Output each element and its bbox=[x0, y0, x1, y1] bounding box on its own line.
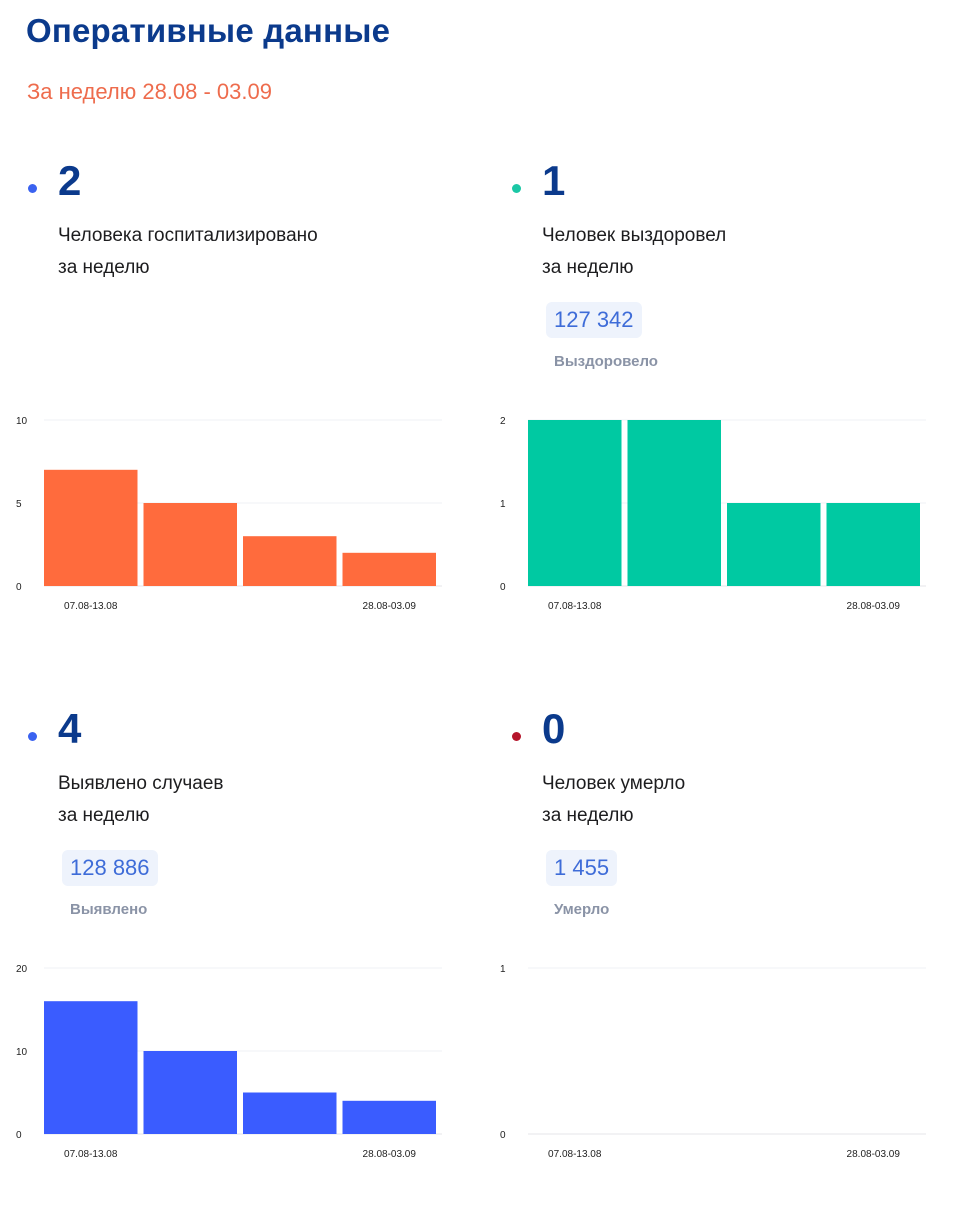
detected-x-tick-label: 07.08-13.08 bbox=[64, 1149, 118, 1160]
hospitalized-x-tick-label: 07.08-13.08 bbox=[64, 601, 118, 612]
recovered-dot bbox=[512, 184, 521, 193]
recovered-bar bbox=[627, 420, 721, 586]
died-dot bbox=[512, 732, 521, 741]
recovered-bar bbox=[528, 420, 622, 586]
detected-total-label: Выявлено bbox=[70, 901, 148, 918]
recovered-total: 127 342 bbox=[546, 302, 642, 339]
card-recovered: 1 Человек выздоровел за неделю 127 342 В… bbox=[500, 150, 968, 670]
recovered-chart: 0 1 2 07.08-13.08 28.08-03.09 bbox=[500, 416, 926, 612]
detected-bar bbox=[243, 1092, 337, 1134]
hospitalized-y-tick-label: 0 bbox=[16, 582, 22, 593]
recovered-x-tick-label: 28.08-03.09 bbox=[847, 601, 901, 612]
hospitalized-bar bbox=[44, 469, 138, 586]
detected-total: 128 886 bbox=[62, 850, 158, 887]
recovered-desc-line2: за неделю bbox=[542, 257, 634, 278]
hospitalized-bar bbox=[342, 552, 436, 586]
detected-desc-line2: за неделю bbox=[58, 805, 150, 826]
recovered-number: 1 bbox=[542, 157, 566, 204]
detected-bar bbox=[143, 1051, 237, 1134]
hospitalized-desc-line2: за неделю bbox=[58, 257, 150, 278]
recovered-x-tick-label: 07.08-13.08 bbox=[548, 601, 602, 612]
detected-desc-line1: Выявлено случаев bbox=[58, 773, 224, 794]
detected-chart: 0 10 20 07.08-13.08 28.08-03.09 bbox=[16, 964, 442, 1160]
detected-y-tick-label: 10 bbox=[16, 1047, 28, 1058]
hospitalized-y-tick-label: 5 bbox=[16, 499, 22, 510]
page-title: Оперативные данные bbox=[26, 12, 391, 49]
recovered-desc-line1: Человек выздоровел bbox=[542, 225, 727, 246]
hospitalized-bar bbox=[143, 503, 237, 586]
card-died: 0 Человек умерло за неделю 1 455 Умерло … bbox=[500, 698, 968, 1218]
died-chart: 0 1 07.08-13.08 28.08-03.09 bbox=[500, 964, 926, 1160]
card-hospitalized: 2 Человека госпитализировано за неделю 0… bbox=[16, 150, 484, 670]
hospitalized-dot bbox=[28, 184, 37, 193]
died-desc-line1: Человек умерло bbox=[542, 773, 686, 794]
detected-y-tick-label: 0 bbox=[16, 1130, 22, 1141]
recovered-y-tick-label: 2 bbox=[500, 416, 506, 427]
died-total: 1 455 bbox=[546, 850, 618, 887]
detected-y-tick-label: 20 bbox=[16, 964, 28, 975]
detected-dot bbox=[28, 732, 37, 741]
page-subtitle: За неделю 28.08 - 03.09 bbox=[27, 79, 272, 104]
card-detected: 4 Выявлено случаев за неделю 128 886 Выя… bbox=[16, 698, 484, 1218]
detected-bar bbox=[44, 1001, 138, 1134]
died-x-tick-label: 28.08-03.09 bbox=[847, 1149, 901, 1160]
recovered-bar bbox=[727, 503, 821, 586]
hospitalized-chart: 0 5 10 07.08-13.08 28.08-03.09 bbox=[16, 416, 442, 612]
detected-bar bbox=[342, 1100, 436, 1134]
died-y-tick-label: 0 bbox=[500, 1130, 506, 1141]
hospitalized-desc-line1: Человека госпитализировано bbox=[58, 225, 318, 246]
detected-x-tick-label: 28.08-03.09 bbox=[363, 1149, 417, 1160]
died-x-tick-label: 07.08-13.08 bbox=[548, 1149, 602, 1160]
recovered-total-label: Выздоровело bbox=[554, 353, 658, 370]
recovered-bar bbox=[826, 503, 920, 586]
detected-number: 4 bbox=[58, 705, 82, 752]
hospitalized-number: 2 bbox=[58, 157, 82, 204]
hospitalized-x-tick-label: 28.08-03.09 bbox=[363, 601, 417, 612]
recovered-y-tick-label: 0 bbox=[500, 582, 506, 593]
died-total-label: Умерло bbox=[554, 901, 610, 918]
died-y-tick-label: 1 bbox=[500, 964, 506, 975]
recovered-y-tick-label: 1 bbox=[500, 499, 506, 510]
died-number: 0 bbox=[542, 705, 566, 752]
died-desc-line2: за неделю bbox=[542, 805, 634, 826]
hospitalized-bar bbox=[243, 536, 337, 586]
hospitalized-y-tick-label: 10 bbox=[16, 416, 28, 427]
